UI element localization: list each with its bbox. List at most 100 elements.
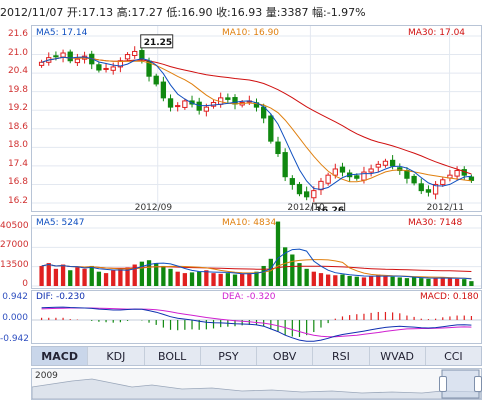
candle-body xyxy=(296,183,303,195)
candle-body xyxy=(182,100,188,108)
volume-panel[interactable]: MA5: 5247 MA10: 4834 MA30: 7148 xyxy=(31,215,482,289)
tab-macd[interactable]: MACD xyxy=(32,347,89,365)
volume-bar xyxy=(182,273,188,286)
min-price-callout: 16.26 xyxy=(316,206,344,211)
tab-cci[interactable]: CCI xyxy=(444,349,463,363)
volume-tick-label: 13500 xyxy=(0,259,29,270)
volume-bar xyxy=(247,273,252,286)
volume-bar xyxy=(60,264,66,286)
candle-body xyxy=(282,152,288,178)
volume-value: 3387 xyxy=(280,5,309,19)
navigator-left-handle[interactable] xyxy=(439,376,447,392)
volume-tick-label: 27000 xyxy=(0,240,29,251)
volume-bar xyxy=(347,275,352,286)
volume-bar xyxy=(139,261,145,286)
vol-ma5-readout: MA5: 5247 xyxy=(36,218,85,228)
volume-bar xyxy=(103,273,109,286)
ma10-line xyxy=(41,56,472,183)
volume-bar xyxy=(397,277,402,286)
volume-bar xyxy=(390,276,395,286)
volume-tick-label: 0 xyxy=(22,279,28,289)
volume-bar xyxy=(82,268,87,286)
time-navigator[interactable]: 2009 xyxy=(31,368,482,400)
macd-panel[interactable]: DIF: -0.230 DEA: -0.320 MACD: 0.180 xyxy=(31,290,482,344)
volume-bar xyxy=(376,274,381,286)
price-panel[interactable]: 21.25 16.26 MA5: 17.14 MA10: 16.90 MA30: … xyxy=(31,25,482,212)
candle-body xyxy=(110,66,116,71)
tab-boll[interactable]: BOLL xyxy=(145,347,201,365)
candle-body xyxy=(96,64,102,71)
tab-psy[interactable]: PSY xyxy=(201,347,257,365)
candle-body xyxy=(468,176,475,181)
volume-bar xyxy=(161,265,166,286)
price-tick-label: 18.0 xyxy=(7,140,28,151)
tab-obv[interactable]: OBV xyxy=(257,347,314,365)
volume-bar xyxy=(311,271,316,286)
navigator-year: 2009 xyxy=(35,371,58,381)
navigator-right-handle[interactable] xyxy=(474,376,482,392)
tab-kdj[interactable]: KDJ xyxy=(88,347,145,365)
volume-bar xyxy=(268,258,273,286)
volume-chart xyxy=(32,221,481,287)
volume-bar xyxy=(354,276,359,286)
close-label: 收: xyxy=(216,6,231,19)
price-tick-label: 18.6 xyxy=(7,121,28,132)
date-tick-label: 2012/10 xyxy=(287,203,325,213)
volume-bar xyxy=(318,273,324,286)
volume-bar xyxy=(75,267,80,286)
candle-body xyxy=(153,75,159,85)
low-value: 16.90 xyxy=(181,5,213,19)
volume-bar xyxy=(232,274,238,286)
volume-bar xyxy=(53,268,59,286)
candle-body xyxy=(339,166,346,173)
volume-bar xyxy=(275,221,281,286)
dea-readout: DEA: -0.320 xyxy=(222,292,276,302)
candle-body xyxy=(382,160,389,166)
volume-bar xyxy=(211,273,216,286)
volume-bar xyxy=(433,278,438,286)
candle-body xyxy=(354,175,360,179)
change-label: 幅: xyxy=(312,6,327,19)
candle-body xyxy=(232,97,238,105)
candle-body xyxy=(261,106,267,119)
candle-body xyxy=(132,50,138,56)
volume-bar xyxy=(168,268,173,286)
candle-body xyxy=(411,175,417,184)
vol-ma10-readout: MA10: 4834 xyxy=(222,218,277,228)
volume-bar xyxy=(297,263,302,286)
price-tick-label: 20.4 xyxy=(7,66,28,77)
price-chart: 21.25 16.26 xyxy=(32,26,481,211)
candle-body xyxy=(397,167,403,172)
candle-body xyxy=(268,115,274,142)
price-axis: 21.6 21.0 20.4 19.8 19.2 18.6 18.0 17.4 16.8 16.2 xyxy=(0,25,30,212)
candle-body xyxy=(275,141,281,155)
date-tick-label: 2012/09 xyxy=(134,203,173,213)
volume-bar xyxy=(132,264,137,286)
tab-rsi[interactable]: RSI xyxy=(313,347,370,365)
price-tick-label: 17.4 xyxy=(7,158,28,169)
candle-body xyxy=(375,163,381,168)
change-value: -1.97% xyxy=(326,5,366,19)
volume-bar xyxy=(146,260,152,286)
volume-bar xyxy=(197,271,202,286)
volume-bar xyxy=(261,265,266,286)
candle-body xyxy=(160,81,167,99)
candle-body xyxy=(332,168,338,176)
volume-bar xyxy=(39,265,44,286)
volume-bar xyxy=(304,268,309,286)
price-tick-label: 19.2 xyxy=(7,103,28,114)
tab-wvad[interactable]: WVAD xyxy=(370,347,426,365)
volume-bar xyxy=(118,268,123,286)
volume-bar xyxy=(447,278,453,286)
low-label: 低: xyxy=(166,6,182,19)
macd-chart xyxy=(32,306,481,342)
volume-bar xyxy=(361,277,367,286)
dif-readout: DIF: -0.230 xyxy=(36,292,85,302)
candle-body xyxy=(38,61,45,66)
volume-bar xyxy=(240,273,245,286)
ma10-readout: MA10: 16.90 xyxy=(222,28,280,38)
close-value: 16.93 xyxy=(230,5,263,19)
vol-ma30-readout: MA30: 7148 xyxy=(408,218,463,228)
candle-body xyxy=(418,183,424,192)
price-tick-label: 21.0 xyxy=(7,47,28,58)
